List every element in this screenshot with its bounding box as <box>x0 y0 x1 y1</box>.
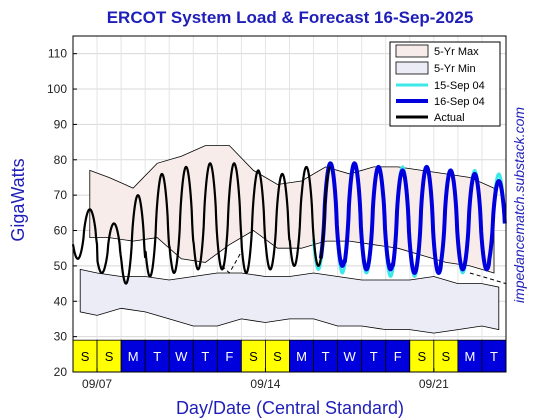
day-cell <box>481 339 507 373</box>
day-label: M <box>296 349 307 364</box>
legend-label-max: 5-Yr Max <box>434 46 479 58</box>
y-axis-title: GigaWatts <box>8 158 28 241</box>
legend-label-min: 5-Yr Min <box>434 63 476 75</box>
day-label: S <box>249 349 258 364</box>
day-label: T <box>153 349 161 364</box>
legend-swatch-max <box>395 44 429 58</box>
series-line-16-sep-04 <box>318 161 507 275</box>
day-cell <box>409 339 435 373</box>
band-5-yr-min <box>79 268 500 334</box>
day-cell <box>192 339 218 373</box>
day-cell <box>120 339 146 373</box>
y-tick-label: 100 <box>47 82 67 96</box>
day-cell <box>96 339 122 373</box>
day-cell <box>289 339 314 373</box>
day-label: F <box>394 349 402 364</box>
legend-label-actual: Actual <box>434 112 465 124</box>
day-label: M <box>128 349 139 364</box>
day-label: S <box>442 349 451 364</box>
x-tick-label: 09/21 <box>419 377 449 391</box>
day-label: W <box>343 349 356 364</box>
day-cell <box>265 339 290 373</box>
day-cell <box>337 339 363 373</box>
x-tick-label: 09/14 <box>250 377 280 391</box>
y-tick-label: 30 <box>54 330 68 344</box>
y-tick-label: 70 <box>54 188 68 202</box>
day-label: T <box>201 349 209 364</box>
day-cell <box>144 339 170 373</box>
day-cell <box>385 339 411 373</box>
day-label: T <box>370 349 378 364</box>
day-label: W <box>175 349 188 364</box>
day-label: S <box>81 349 90 364</box>
legend-label-prev-forecast: 15-Sep 04 <box>434 80 485 92</box>
legend-label-curr-forecast: 16-Sep 04 <box>434 96 485 108</box>
bands <box>79 145 500 334</box>
day-label: S <box>105 349 114 364</box>
y-ticks: 20 30 40 50 60 70 80 90 100 110 <box>47 47 77 379</box>
x-axis-title: Day/Date (Central Standard) <box>176 398 404 418</box>
plot-frame <box>72 35 507 373</box>
y-tick-label: 90 <box>54 117 68 131</box>
y-tick-label: 40 <box>54 294 68 308</box>
legend: 5-Yr Max 5-Yr Min 15-Sep 04 16-Sep 04 Ac… <box>389 41 501 127</box>
watermark-text: impedancematch.substack.com <box>511 107 527 303</box>
y-tick-label: 60 <box>54 224 68 238</box>
band-5-yr-max <box>89 145 495 274</box>
day-label: S <box>417 349 426 364</box>
lines <box>71 161 507 285</box>
legend-swatch-min <box>395 61 429 75</box>
day-label: S <box>273 349 282 364</box>
day-cell <box>240 339 266 373</box>
day-label: T <box>322 349 330 364</box>
series-line-actual <box>71 162 331 285</box>
day-label: T <box>490 349 498 364</box>
series-line-dashed <box>469 272 507 285</box>
y-tick-label: 50 <box>54 259 68 273</box>
day-cell <box>168 339 194 373</box>
y-tick-label: 20 <box>54 365 68 379</box>
y-tick-label: 80 <box>54 153 68 167</box>
day-label: M <box>464 349 475 364</box>
x-tick-label: 09/07 <box>82 377 112 391</box>
x-ticks: 09/07 09/14 09/21 <box>82 368 449 391</box>
y-tick-label: 110 <box>48 47 67 61</box>
chart-title: ERCOT System Load & Forecast 16-Sep-2025 <box>107 8 474 27</box>
day-cell <box>72 339 98 373</box>
day-label: F <box>225 349 233 364</box>
series-line-dashed <box>221 251 242 274</box>
